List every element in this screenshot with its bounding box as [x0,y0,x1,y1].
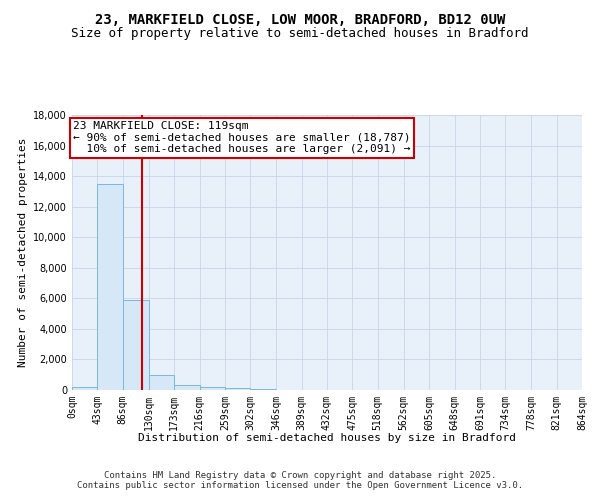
Bar [174,386,199,390]
Bar [250,389,276,390]
Bar [123,300,149,390]
Bar [199,387,225,390]
Y-axis label: Number of semi-detached properties: Number of semi-detached properties [18,138,28,367]
Bar [72,387,97,390]
X-axis label: Distribution of semi-detached houses by size in Bradford: Distribution of semi-detached houses by … [138,433,516,443]
Text: 23, MARKFIELD CLOSE, LOW MOOR, BRADFORD, BD12 0UW: 23, MARKFIELD CLOSE, LOW MOOR, BRADFORD,… [95,12,505,26]
Text: 23 MARKFIELD CLOSE: 119sqm
← 90% of semi-detached houses are smaller (18,787)
  : 23 MARKFIELD CLOSE: 119sqm ← 90% of semi… [73,121,410,154]
Text: Size of property relative to semi-detached houses in Bradford: Size of property relative to semi-detach… [71,28,529,40]
Bar [97,184,123,390]
Bar [225,388,250,390]
Text: Contains HM Land Registry data © Crown copyright and database right 2025.
Contai: Contains HM Land Registry data © Crown c… [77,470,523,490]
Bar [149,374,174,390]
